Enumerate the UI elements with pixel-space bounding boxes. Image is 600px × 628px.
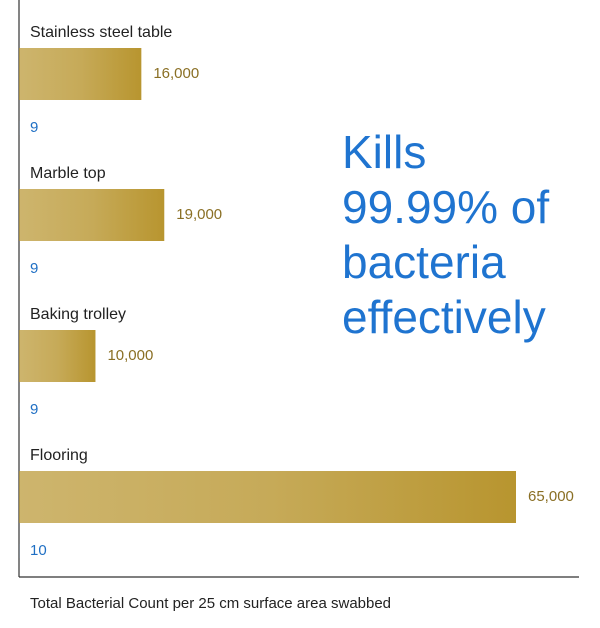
annotation: Kills	[342, 126, 426, 178]
bar	[19, 471, 516, 523]
value-label: 19,000	[176, 206, 222, 223]
value-label: 9	[30, 119, 38, 136]
category-label: Baking trolley	[30, 306, 126, 323]
value-label: 10,000	[107, 347, 153, 364]
bar	[19, 189, 165, 241]
value-label: 16,000	[153, 65, 199, 82]
annotation: 99.99% of	[342, 181, 549, 233]
annotation: bacteria	[342, 236, 506, 288]
category-label: Marble top	[30, 165, 106, 182]
value-label: 9	[30, 401, 38, 418]
annotation: effectively	[342, 291, 546, 343]
value-label: 10	[30, 542, 47, 559]
category-label: Flooring	[30, 447, 88, 464]
bar	[19, 48, 142, 100]
bar	[19, 330, 96, 382]
value-label: 65,000	[528, 488, 574, 505]
x-axis-label: Total Bacterial Count per 25 cm surface …	[30, 595, 391, 612]
category-label: Stainless steel table	[30, 24, 172, 41]
value-label: 9	[30, 260, 38, 277]
